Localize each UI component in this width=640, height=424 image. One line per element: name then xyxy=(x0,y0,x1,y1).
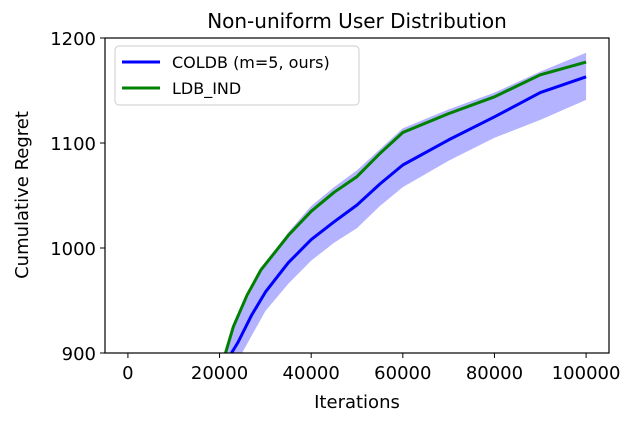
y-tick-label: 900 xyxy=(62,344,96,365)
coldb-confidence-band xyxy=(224,52,587,353)
coldb-line xyxy=(230,75,587,353)
x-axis-label: Iterations xyxy=(314,392,400,413)
ldb-ind-line xyxy=(224,60,587,353)
x-tick-label: 0 xyxy=(122,363,133,384)
x-axis: 0 20000 40000 60000 80000 100000 xyxy=(122,353,620,384)
y-tick-label: 1100 xyxy=(50,134,96,155)
legend: COLDB (m=5, ours) LDB_IND xyxy=(114,45,360,106)
plot-area xyxy=(224,52,587,353)
y-tick-label: 1200 xyxy=(50,29,96,50)
legend-label-coldb: COLDB (m=5, ours) xyxy=(172,53,330,72)
axes-frame xyxy=(104,37,610,354)
x-tick-label: 40000 xyxy=(283,363,340,384)
legend-box xyxy=(114,45,360,106)
x-tick-label: 100000 xyxy=(552,363,621,384)
chart-title: Non-uniform User Distribution xyxy=(207,9,507,33)
y-axis-label: Cumulative Regret xyxy=(12,111,33,279)
x-tick-label: 20000 xyxy=(191,363,248,384)
x-tick-label: 60000 xyxy=(374,363,431,384)
x-tick-label: 80000 xyxy=(466,363,523,384)
y-tick-label: 1000 xyxy=(50,239,96,260)
y-axis: 900 1000 1100 1200 xyxy=(50,29,105,365)
legend-label-ldb-ind: LDB_IND xyxy=(172,79,241,99)
